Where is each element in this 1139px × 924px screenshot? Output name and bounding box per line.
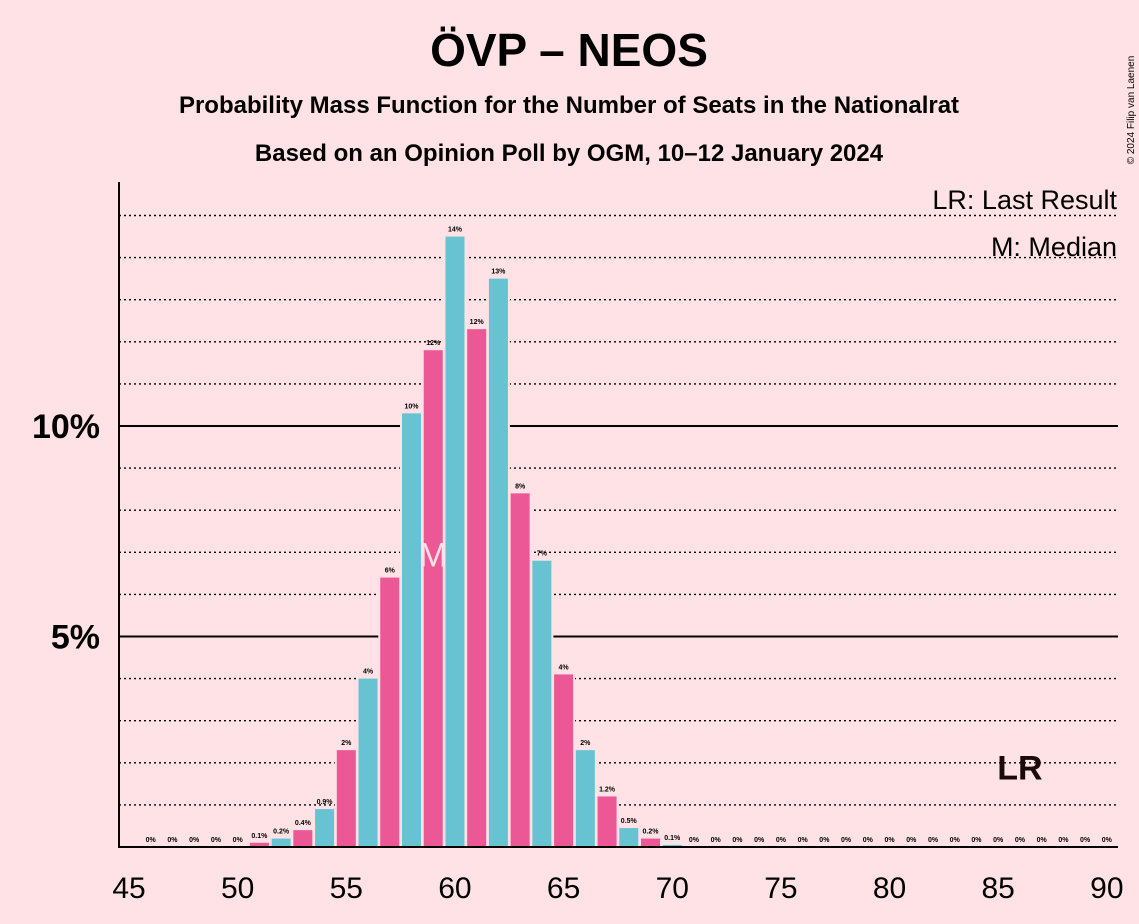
data-label-seats-46: 0% — [146, 837, 157, 844]
data-label-seats-76: 0% — [798, 837, 809, 844]
data-label-seats-54: 0.9% — [317, 799, 334, 806]
bar-seats-69 — [641, 838, 661, 847]
copyright-text: © 2024 Filip van Laenen — [1126, 56, 1137, 165]
data-label-seats-90: 0% — [1102, 837, 1113, 844]
bar-seats-58 — [401, 413, 421, 847]
data-label-seats-86: 0% — [1015, 837, 1026, 844]
data-label-seats-69: 0.2% — [643, 829, 660, 836]
bar-seats-57 — [380, 577, 400, 847]
median-marker: M — [419, 536, 447, 574]
chart-subtitle: Probability Mass Function for the Number… — [179, 92, 959, 119]
data-label-seats-79: 0% — [863, 837, 874, 844]
legend-median: M: Median — [991, 232, 1117, 262]
bar-seats-67 — [597, 796, 617, 847]
x-tick-labels: 45 50 55 60 65 70 75 80 85 90 — [112, 872, 1123, 905]
data-label-seats-61: 12% — [470, 319, 485, 326]
data-label-seats-70: 0.1% — [664, 835, 681, 842]
gridlines — [119, 214, 1118, 806]
y-tick-label: 5% — [51, 619, 100, 657]
data-label-seats-68: 0.5% — [621, 818, 638, 825]
data-label-seats-82: 0% — [928, 837, 939, 844]
data-label-seats-80: 0% — [884, 837, 895, 844]
bar-seats-66 — [575, 750, 595, 847]
x-tick-label: 65 — [547, 872, 580, 905]
data-label-seats-56: 4% — [363, 669, 374, 676]
data-label-seats-53: 0.4% — [295, 820, 312, 827]
bars — [247, 234, 684, 848]
data-label-seats-88: 0% — [1058, 837, 1069, 844]
legend-last-result: LR: Last Result — [932, 185, 1117, 215]
bar-seats-59 — [423, 350, 443, 847]
data-label-seats-66: 2% — [580, 740, 591, 747]
x-tick-label: 70 — [656, 872, 689, 905]
data-label-seats-49: 0% — [211, 837, 222, 844]
data-label-seats-55: 2% — [341, 740, 352, 747]
data-label-seats-71: 0% — [689, 837, 700, 844]
bar-seats-54 — [315, 809, 335, 847]
x-tick-label: 85 — [982, 872, 1015, 905]
bar-seats-56 — [358, 678, 378, 847]
data-label-seats-87: 0% — [1037, 837, 1048, 844]
bar-seats-60 — [445, 236, 465, 848]
x-tick-label: 55 — [330, 872, 363, 905]
data-label-seats-65: 4% — [559, 664, 570, 671]
data-labels: 0% 0% 0% 0% 0% 0.1% 0.2% 0.4% 0.9% 2% 4% 6% 10% 12% 14… — [146, 227, 1113, 844]
data-label-seats-48: 0% — [189, 837, 200, 844]
x-tick-label: 50 — [221, 872, 254, 905]
bar-seats-53 — [293, 830, 313, 847]
x-tick-label: 75 — [764, 872, 797, 905]
data-label-seats-52: 0.2% — [273, 829, 290, 836]
data-label-seats-64: 7% — [537, 551, 548, 558]
data-label-seats-77: 0% — [819, 837, 830, 844]
bar-seats-64 — [532, 560, 552, 847]
bar-seats-63 — [510, 493, 530, 847]
data-label-seats-83: 0% — [950, 837, 961, 844]
data-label-seats-60: 14% — [448, 227, 463, 234]
x-tick-label: 60 — [438, 872, 471, 905]
data-label-seats-67: 1.2% — [599, 786, 616, 793]
data-label-seats-63: 8% — [515, 483, 526, 490]
data-label-seats-78: 0% — [841, 837, 852, 844]
data-label-seats-74: 0% — [754, 837, 765, 844]
x-tick-label: 90 — [1090, 872, 1123, 905]
data-label-seats-51: 0.1% — [251, 833, 268, 840]
data-label-seats-85: 0% — [993, 837, 1004, 844]
data-label-seats-73: 0% — [732, 837, 743, 844]
y-tick-label: 10% — [32, 408, 100, 446]
data-label-seats-89: 0% — [1080, 837, 1091, 844]
data-label-seats-57: 6% — [385, 568, 396, 575]
bar-seats-55 — [336, 750, 356, 847]
axes — [118, 182, 1118, 848]
last-result-marker: LR — [997, 750, 1042, 788]
bar-seats-70 — [662, 844, 682, 847]
bar-seats-51 — [249, 842, 269, 847]
data-label-seats-84: 0% — [971, 837, 982, 844]
chart-title: ÖVP – NEOS — [430, 24, 708, 76]
data-label-seats-75: 0% — [776, 837, 787, 844]
bar-seats-52 — [271, 838, 291, 847]
x-tick-label: 80 — [873, 872, 906, 905]
bar-seats-62 — [488, 278, 508, 847]
bar-seats-65 — [554, 674, 574, 847]
chart-subtitle-poll: Based on an Opinion Poll by OGM, 10–12 J… — [255, 140, 884, 167]
bar-seats-68 — [619, 828, 639, 847]
data-label-seats-58: 10% — [404, 403, 419, 410]
bar-seats-61 — [467, 329, 487, 847]
data-label-seats-81: 0% — [906, 837, 917, 844]
data-label-seats-62: 13% — [491, 269, 506, 276]
data-label-seats-47: 0% — [167, 837, 178, 844]
data-label-seats-50: 0% — [233, 837, 244, 844]
data-label-seats-59: 12% — [426, 340, 441, 347]
x-tick-label: 45 — [112, 872, 145, 905]
data-label-seats-72: 0% — [711, 837, 722, 844]
y-tick-labels: 5% 10% — [32, 408, 100, 657]
